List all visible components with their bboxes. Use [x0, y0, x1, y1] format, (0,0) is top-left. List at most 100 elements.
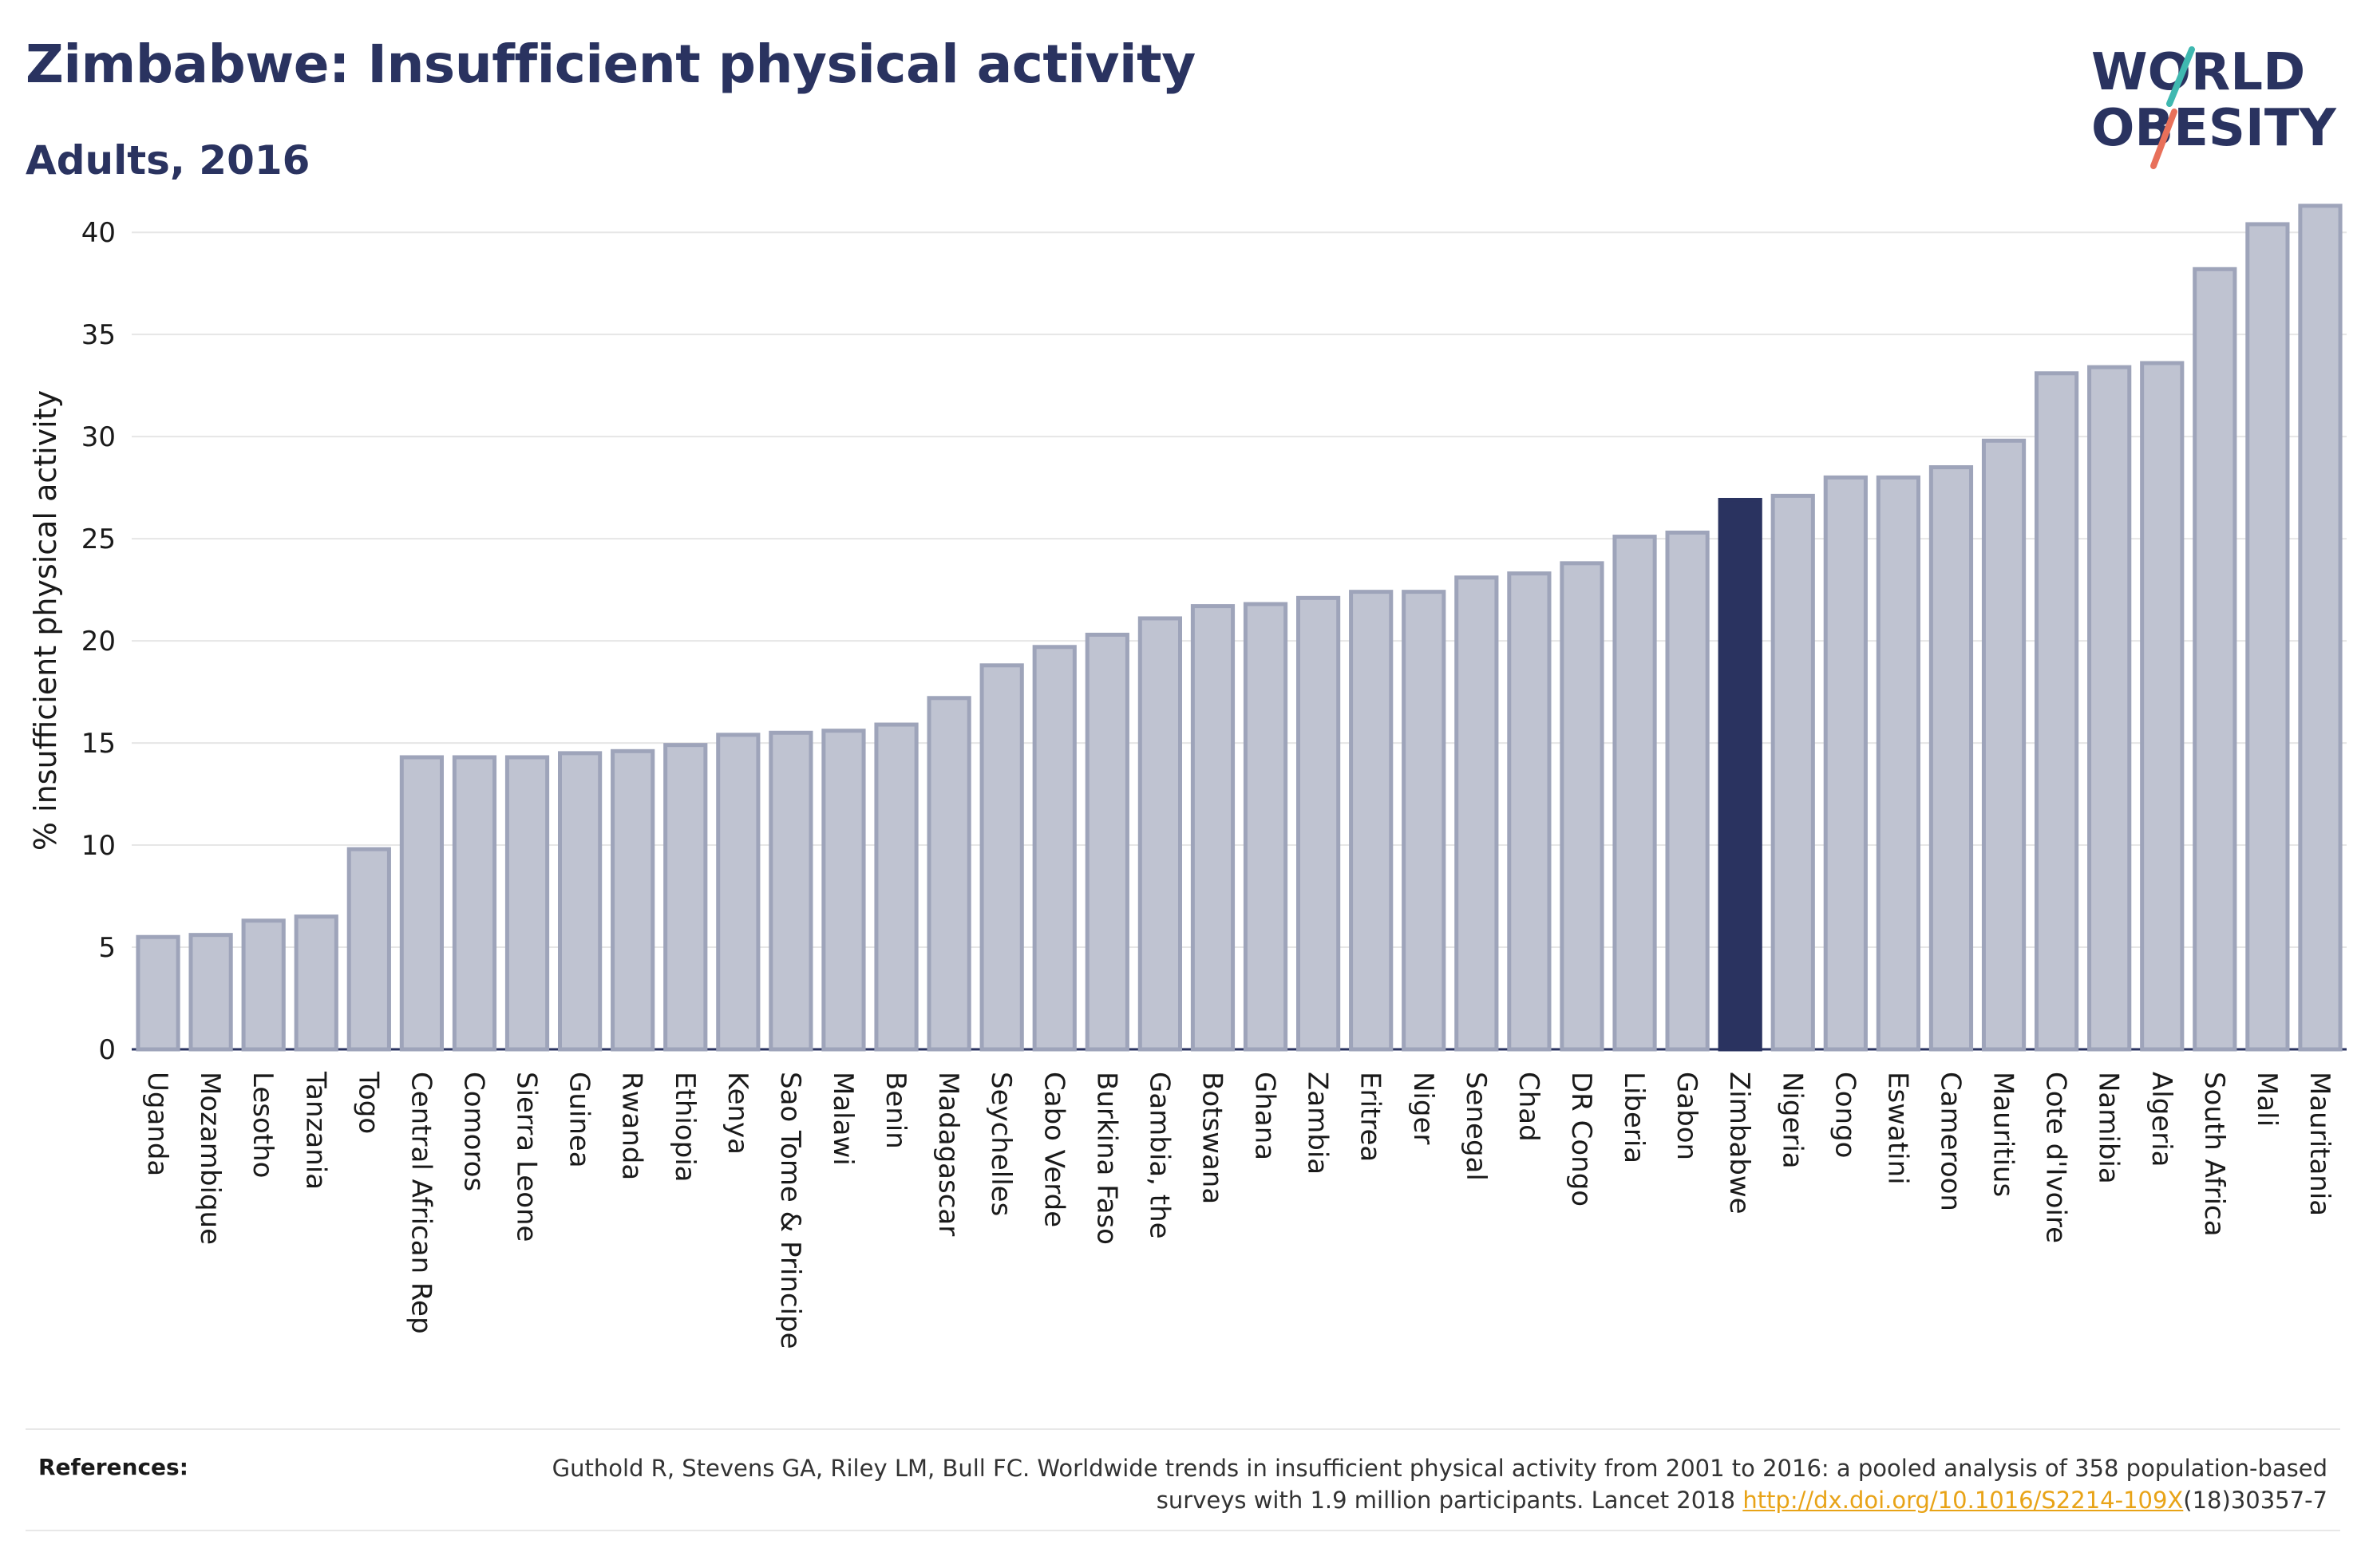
x-tick-label: Togo — [352, 1071, 384, 1134]
x-tick-label: Botswana — [1196, 1072, 1228, 1204]
bar-mozambique[interactable] — [188, 933, 233, 1052]
y-tick-label: 0 — [98, 1034, 116, 1066]
y-tick-label: 35 — [81, 319, 116, 351]
y-axis-title: % insufficient physical activity — [28, 390, 63, 851]
bar-namibia[interactable] — [2087, 365, 2132, 1052]
bar-chart: Uganda Mozambique Lesotho Tanzania Togo Centr… — [28, 203, 2347, 1349]
bar-lesotho[interactable] — [241, 918, 286, 1052]
bar-ghana[interactable] — [1243, 602, 1288, 1052]
x-tick-label: South Africa — [2198, 1072, 2230, 1237]
y-axis: 0 5 10 15 20 25 30 35 40 — [81, 217, 116, 1066]
x-tick-label: Mali — [2251, 1072, 2283, 1127]
bar-seychelles[interactable] — [979, 663, 1024, 1052]
bar-chad[interactable] — [1507, 571, 1552, 1052]
bar-eswatini[interactable] — [1876, 475, 1920, 1052]
x-tick-label: Cameroon — [1934, 1072, 1966, 1211]
bar-south-africa[interactable] — [2193, 267, 2237, 1052]
x-tick-label: Guinea — [564, 1072, 595, 1168]
x-tick-label: Eswatini — [1881, 1072, 1913, 1185]
bar-liberia[interactable] — [1612, 535, 1657, 1052]
bar-zimbabwe[interactable] — [1718, 497, 1762, 1052]
bar-nigeria[interactable] — [1770, 493, 1815, 1052]
bar-benin[interactable] — [874, 722, 919, 1052]
x-axis: Uganda Mozambique Lesotho Tanzania Togo Centr… — [141, 1071, 2335, 1349]
references-label: References: — [38, 1454, 188, 1480]
bar-rwanda[interactable] — [611, 748, 655, 1052]
x-tick-label: Kenya — [722, 1072, 753, 1155]
x-tick-label: Liberia — [1618, 1072, 1650, 1163]
bar-cameroon[interactable] — [1928, 465, 1974, 1052]
x-tick-label: Central African Rep — [405, 1072, 437, 1334]
y-tick-label: 5 — [98, 932, 116, 964]
bar-kenya[interactable] — [716, 733, 761, 1052]
x-tick-label: Seychelles — [985, 1072, 1017, 1216]
x-tick-label: Gabon — [1671, 1072, 1703, 1160]
y-tick-label: 25 — [81, 523, 116, 555]
y-tick-label: 30 — [81, 421, 116, 453]
chart-subtitle: Adults, 2016 — [26, 137, 310, 184]
bar-mauritius[interactable] — [1981, 438, 2027, 1052]
x-tick-label: Ethiopia — [669, 1072, 701, 1182]
bar-congo[interactable] — [1823, 475, 1868, 1052]
y-tick-label: 15 — [81, 728, 116, 760]
bar-ethiopia[interactable] — [663, 743, 708, 1052]
x-tick-label: Ghana — [1249, 1072, 1281, 1160]
x-tick-label: Chad — [1513, 1072, 1544, 1142]
bar-malawi[interactable] — [821, 729, 866, 1052]
logo-line1: WORLD — [2091, 43, 2305, 102]
bar-dr-congo[interactable] — [1560, 561, 1604, 1052]
bar-cabo-verde[interactable] — [1032, 645, 1077, 1052]
bar-madagascar[interactable] — [927, 696, 971, 1052]
x-tick-label: Gambia, the — [1143, 1072, 1175, 1239]
x-tick-label: Cabo Verde — [1038, 1072, 1070, 1227]
y-tick-label: 40 — [81, 217, 116, 249]
reference-citation-suffix: (18)30357-7 — [2183, 1487, 2327, 1514]
bar-guinea[interactable] — [558, 751, 603, 1052]
x-tick-label: Madagascar — [932, 1072, 964, 1236]
bar-algeria[interactable] — [2140, 361, 2185, 1052]
logo-slash-teal — [2166, 46, 2195, 107]
x-tick-label: Sao Tome & Principe — [774, 1072, 806, 1349]
x-tick-label: Comoros — [457, 1072, 489, 1191]
bar-burkina-faso[interactable] — [1085, 632, 1129, 1052]
x-tick-label: Malawi — [827, 1072, 859, 1166]
x-tick-label: Zambia — [1302, 1072, 1334, 1175]
x-tick-label: Eritrea — [1355, 1072, 1386, 1162]
x-tick-label: DR Congo — [1565, 1072, 1597, 1207]
y-tick-label: 20 — [81, 626, 116, 658]
x-tick-label: Congo — [1829, 1072, 1861, 1158]
world-obesity-logo: WORLD OBESITY — [2091, 43, 2336, 169]
bar-sierra-leone[interactable] — [504, 755, 550, 1052]
x-tick-label: Senegal — [1460, 1072, 1492, 1181]
x-tick-label: Benin — [880, 1072, 912, 1149]
bar-botswana[interactable] — [1190, 604, 1236, 1052]
bar-mali[interactable] — [2245, 222, 2290, 1052]
x-tick-label: Nigeria — [1776, 1072, 1808, 1169]
bar-gambia-the[interactable] — [1137, 616, 1183, 1052]
x-tick-label: Tanzania — [299, 1071, 331, 1190]
x-tick-label: Lesotho — [247, 1072, 279, 1178]
bar-niger[interactable] — [1402, 590, 1446, 1052]
x-tick-label: Mauritius — [1987, 1072, 2019, 1197]
x-tick-label: Algeria — [2145, 1072, 2177, 1167]
bar-central-african-rep[interactable] — [399, 755, 444, 1052]
references-panel: References: Guthold R, Stevens GA, Riley… — [26, 1428, 2340, 1531]
bar-comoros[interactable] — [452, 755, 497, 1052]
bar-gabon[interactable] — [1665, 530, 1710, 1052]
x-tick-label: Mauritania — [2304, 1072, 2335, 1216]
x-tick-label: Mozambique — [194, 1072, 226, 1245]
bar-cote-d-ivoire[interactable] — [2035, 371, 2079, 1052]
reference-doi-link[interactable]: http://dx.doi.org/10.1016/S2214-109X — [1742, 1487, 2184, 1514]
bar-sao-tome-principe[interactable] — [769, 730, 813, 1052]
x-tick-label: Sierra Leone — [511, 1072, 543, 1242]
logo-line2: OBESITY — [2091, 99, 2336, 158]
bar-zambia[interactable] — [1296, 595, 1341, 1052]
references-text: Guthold R, Stevens GA, Riley LM, Bull FC… — [492, 1452, 2327, 1516]
bar-tanzania[interactable] — [294, 914, 338, 1052]
bar-uganda[interactable] — [136, 934, 180, 1052]
bar-eritrea[interactable] — [1349, 590, 1394, 1052]
bar-mauritania[interactable] — [2298, 203, 2343, 1052]
bar-senegal[interactable] — [1454, 575, 1499, 1052]
bar-togo[interactable] — [346, 847, 391, 1052]
x-tick-label: Cote d'Ivoire — [2040, 1072, 2072, 1243]
